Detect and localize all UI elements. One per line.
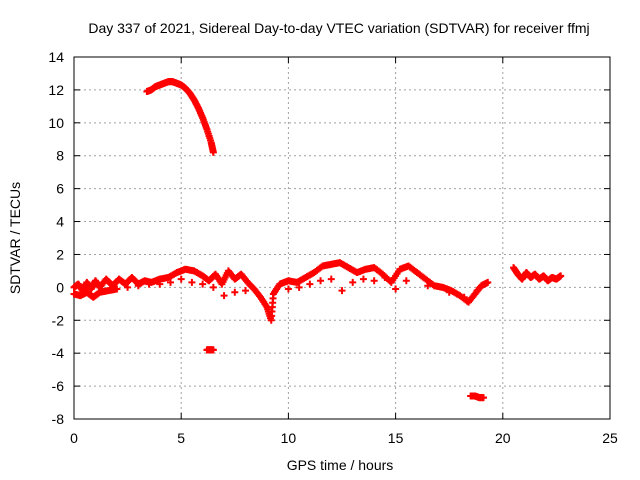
data-point-fill: [248, 283, 256, 291]
data-point: [124, 283, 132, 291]
x-axis-label: GPS time / hours: [287, 457, 394, 473]
x-tick-label: 0: [70, 430, 78, 446]
data-point-fill: [556, 272, 564, 280]
data-point: [359, 275, 367, 283]
y-tick-label: -6: [52, 378, 65, 394]
series-main-band: [70, 259, 492, 324]
data-point: [370, 277, 378, 285]
data-point: [473, 287, 481, 295]
data-point: [145, 280, 153, 288]
y-tick-label: -2: [52, 312, 65, 328]
y-tick-label: 6: [56, 181, 64, 197]
y-tick-label: 2: [56, 246, 64, 262]
data-point: [156, 280, 164, 288]
data-point: [424, 282, 432, 290]
data-point-fill: [483, 279, 491, 287]
x-tick-label: 20: [495, 430, 511, 446]
axis-ticks: [73, 56, 611, 420]
data-point: [349, 278, 357, 286]
data-point: [460, 293, 468, 301]
y-tick-label: 10: [48, 115, 64, 131]
y-tick-label: 4: [56, 214, 64, 230]
data-point: [284, 285, 292, 293]
chart-title: Day 337 of 2021, Sidereal Day-to-day VTE…: [88, 20, 589, 36]
data-point-fill: [207, 136, 215, 144]
data-point-fill: [209, 147, 217, 155]
data-point: [199, 280, 207, 288]
x-tick-label: 15: [388, 430, 404, 446]
data-point: [188, 278, 196, 286]
data-point-fill: [479, 394, 487, 402]
data-point: [381, 273, 389, 281]
data-point: [392, 285, 400, 293]
y-tick-label: 14: [48, 49, 64, 65]
series-late-segment: [510, 264, 565, 285]
data-point: [166, 278, 174, 286]
data-point: [327, 275, 335, 283]
data-point-fill: [202, 123, 210, 131]
data-point-fill: [269, 294, 277, 302]
data-point: [317, 277, 325, 285]
series-early-high-arc: [143, 78, 217, 156]
tick-labels: 0 5 10 15 20 25 -8 -6 -4 -2 0 2 4 6 8 10 12 14: [48, 49, 618, 446]
data-point-fill: [209, 346, 217, 354]
data-point: [242, 287, 250, 295]
data-point: [338, 287, 346, 295]
series-main-band-lower-edge: [70, 273, 481, 301]
x-tick-label: 25: [602, 430, 618, 446]
series-outlier-cluster-2: [467, 392, 488, 402]
data-point: [295, 283, 303, 291]
data-point-fill: [198, 112, 206, 120]
y-tick-label: 8: [56, 148, 64, 164]
data-point: [177, 275, 185, 283]
y-tick-label: -8: [52, 411, 65, 427]
y-tick-label: 12: [48, 82, 64, 98]
grid: [74, 57, 610, 419]
data-point-fill: [111, 285, 119, 293]
y-tick-label: 0: [56, 279, 64, 295]
y-axis-label: SDTVAR / TECUs: [7, 182, 23, 294]
x-tick-label: 5: [177, 430, 185, 446]
data-points: [70, 78, 565, 402]
data-point: [306, 280, 314, 288]
series-outlier-cluster-1: [203, 346, 217, 354]
data-point: [220, 292, 228, 300]
data-point: [134, 282, 142, 290]
y-tick-label: -4: [52, 345, 65, 361]
plot-frame: [73, 56, 611, 420]
data-point: [209, 283, 217, 291]
data-point: [231, 288, 239, 296]
x-tick-label: 10: [281, 430, 297, 446]
data-point: [445, 288, 453, 296]
data-point: [402, 277, 410, 285]
data-point-fill: [262, 301, 270, 309]
